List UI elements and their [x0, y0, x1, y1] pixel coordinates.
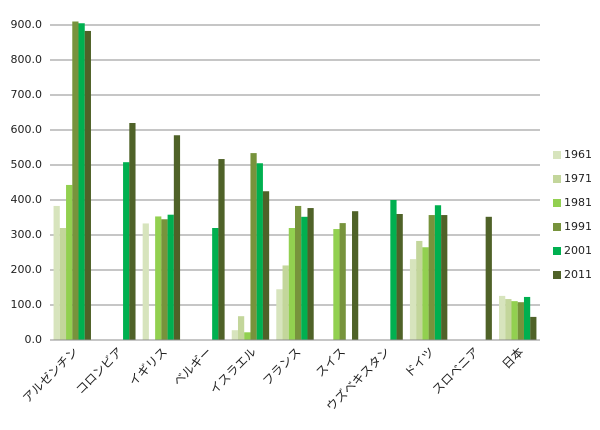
x-tick-label: イスラエル: [207, 345, 259, 397]
bar: [485, 216, 492, 340]
x-tick-label: スロベニア: [429, 345, 481, 397]
x-tick-label: フランス: [260, 345, 304, 389]
legend-swatch: [553, 151, 561, 159]
bar: [530, 316, 537, 340]
bar: [523, 296, 531, 340]
bar: [123, 162, 130, 340]
bar: [416, 240, 423, 340]
bar: [129, 123, 136, 340]
bar: [155, 216, 162, 340]
bar: [212, 228, 219, 340]
y-tick-label: 500.0: [11, 158, 43, 171]
bar: [218, 159, 225, 340]
y-tick-label: 400.0: [11, 193, 43, 206]
bar: [352, 211, 359, 340]
legend-label: 1961: [564, 148, 592, 161]
y-tick-label: 800.0: [11, 53, 43, 66]
bar: [517, 302, 524, 340]
bar: [333, 229, 340, 340]
x-tick-label: 日本: [499, 345, 526, 372]
bar: [505, 299, 512, 340]
bar: [84, 30, 91, 340]
bar: [396, 214, 403, 340]
bar: [161, 219, 168, 340]
bar: [78, 23, 85, 340]
bar: [288, 228, 295, 340]
legend-label: 1991: [564, 220, 592, 233]
legend-swatch: [553, 223, 561, 231]
bar: [250, 153, 257, 340]
bar: [262, 191, 270, 340]
y-tick-label: 300.0: [11, 228, 43, 241]
bar: [499, 295, 506, 340]
y-tick-label: 100.0: [11, 298, 43, 311]
bar: [142, 223, 149, 340]
bar: [276, 289, 283, 340]
legend-label: 2011: [564, 268, 592, 281]
x-tick-label: スイス: [313, 345, 348, 380]
bar: [244, 332, 251, 340]
bar: [441, 215, 448, 340]
legend-label: 2001: [564, 244, 592, 257]
legend-swatch: [553, 247, 561, 255]
y-tick-label: 600.0: [11, 123, 43, 136]
bar: [173, 135, 181, 340]
bar: [282, 265, 289, 340]
legend-swatch: [553, 199, 561, 207]
y-tick-label: 700.0: [11, 88, 43, 101]
x-tick-label: アルゼンチン: [20, 345, 81, 406]
bar: [295, 205, 302, 340]
x-tick-label: ベルギー: [171, 345, 215, 389]
bar: [66, 184, 73, 340]
bar: [307, 208, 314, 340]
bar: [53, 205, 60, 340]
bar: [72, 21, 79, 340]
legend-swatch: [553, 271, 561, 279]
bar: [428, 215, 435, 340]
x-tick-label: コロンビア: [73, 345, 125, 397]
bar: [422, 247, 429, 340]
legend-swatch: [553, 175, 561, 183]
bar: [59, 228, 67, 340]
bar: [390, 200, 397, 340]
bar: [511, 301, 518, 340]
bar: [301, 216, 308, 340]
bar: [339, 223, 346, 340]
legend-label: 1971: [564, 172, 592, 185]
y-tick-label: 200.0: [11, 263, 43, 276]
x-tick-label: イギリス: [126, 345, 170, 389]
bar: [231, 330, 238, 340]
bar: [167, 214, 174, 340]
bar: [409, 259, 417, 340]
y-tick-label: 0.0: [25, 333, 43, 346]
y-tick-label: 900.0: [11, 18, 43, 31]
bar: [237, 316, 245, 340]
bar: [256, 163, 263, 340]
legend-label: 1981: [564, 196, 592, 209]
x-tick-label: ドイツ: [402, 345, 437, 380]
bar: [434, 205, 442, 340]
